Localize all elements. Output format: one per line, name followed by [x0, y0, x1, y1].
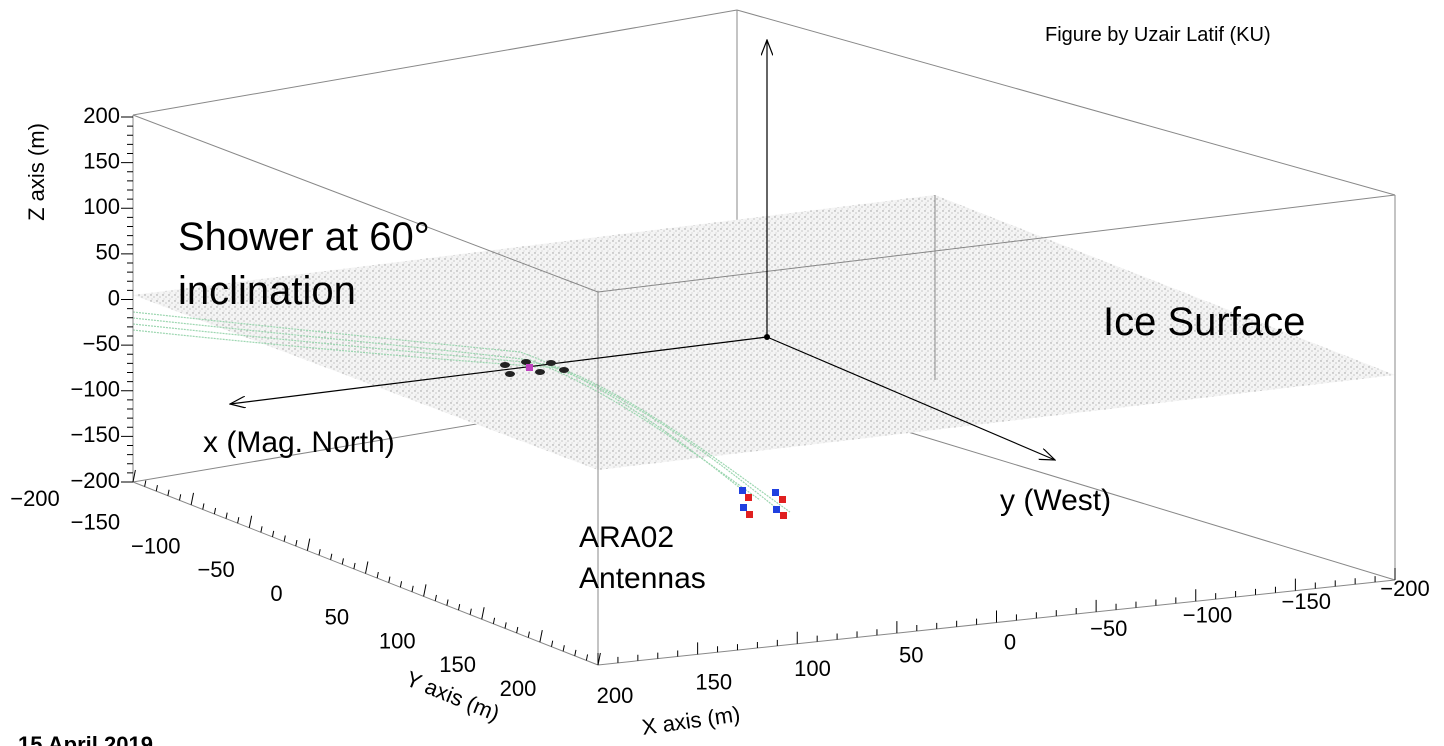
z-tick-label: 100: [83, 194, 120, 219]
y-tick: [585, 654, 589, 661]
y-tick: [330, 553, 333, 560]
x-tick-label: −150: [1281, 589, 1331, 614]
y-tick: [539, 630, 543, 643]
y-tick-label: 200: [500, 676, 537, 701]
y-tick-label: −100: [131, 533, 181, 558]
y-tick: [399, 581, 403, 588]
antenna-label: ARA02: [579, 521, 674, 554]
origin: [764, 334, 770, 340]
z-tick-label: −200: [70, 468, 120, 493]
y-tick: [446, 599, 449, 606]
y-tick: [481, 607, 485, 620]
z-tick-label: 200: [83, 103, 120, 128]
date: 15 April 2019: [18, 732, 153, 746]
y-tick: [469, 608, 472, 615]
y-direction: y (West): [1000, 484, 1111, 517]
y-tick: [190, 492, 195, 505]
y-tick: [341, 558, 344, 565]
y-tick-label: 100: [379, 628, 416, 653]
y-tick: [423, 584, 427, 597]
y-tick: [574, 649, 577, 656]
shower-label: Shower at 60°: [178, 215, 430, 259]
y-tick-label: −200: [10, 486, 60, 511]
y-tick-label: 0: [270, 581, 282, 606]
antenna-label: Antennas: [579, 562, 706, 595]
y-tick: [353, 562, 356, 570]
ice-surface: [133, 195, 1395, 470]
y-tick-label: −50: [197, 557, 234, 582]
z-tick-label: −100: [70, 377, 120, 402]
x-direction: x (Mag. North): [203, 426, 395, 459]
z-tick-label: 50: [96, 240, 120, 265]
y-tick: [527, 631, 530, 638]
y-tick: [144, 480, 147, 487]
y-tick: [272, 530, 275, 537]
surface-stations: [500, 359, 569, 377]
y-tick: [365, 561, 369, 574]
x-tick-label: −100: [1183, 603, 1233, 628]
x-tick-label: 50: [899, 643, 923, 668]
x-tick-label: −200: [1380, 576, 1430, 601]
credit: Figure by Uzair Latif (KU): [1045, 24, 1271, 46]
front-box: [132, 9, 1396, 666]
x-tick-label: 150: [695, 669, 732, 694]
shower-tracks: [132, 311, 791, 513]
z-tick-label: −150: [70, 422, 120, 447]
y-tick: [295, 539, 298, 547]
y-tick: [411, 585, 414, 592]
z-tick-label: −50: [83, 331, 120, 356]
y-tick: [562, 645, 565, 652]
x-axis-title: X axis (m): [640, 701, 742, 740]
y-tick-label: −150: [71, 510, 121, 535]
y-tick: [283, 535, 286, 542]
y-tick: [458, 604, 461, 611]
y-tick: [202, 503, 205, 510]
z-tick-label: 150: [83, 148, 120, 173]
y-tick: [179, 494, 182, 501]
y-tick: [213, 507, 217, 515]
direction-axes: [230, 40, 1055, 460]
x-tick-label: 100: [794, 656, 831, 681]
y-tick: [318, 549, 321, 556]
x-tick-label: −50: [1090, 616, 1127, 641]
y-tick-label: 50: [325, 605, 349, 630]
y-tick: [225, 512, 228, 519]
antennas: [739, 487, 787, 519]
y-tick: [248, 515, 253, 528]
y-tick: [516, 626, 519, 634]
x-tick-label: 0: [1004, 629, 1016, 654]
y-tick: [551, 640, 554, 647]
y-tick: [260, 526, 263, 533]
ice-label: Ice Surface: [1103, 300, 1305, 344]
z-tick-label: 0: [108, 285, 120, 310]
y-tick: [155, 485, 158, 492]
y-tick: [306, 538, 311, 551]
y-tick: [237, 517, 240, 524]
x-tick-label: 200: [597, 683, 634, 708]
y-tick: [492, 617, 496, 624]
y-tick: [388, 576, 391, 583]
y-tick: [434, 594, 437, 602]
y-tick: [504, 622, 507, 629]
y-tick: [376, 571, 379, 579]
y-tick: [132, 469, 136, 483]
shower-label: inclination: [178, 269, 356, 313]
y-tick-label: 150: [439, 652, 476, 677]
y-tick: [167, 489, 170, 496]
z-axis-title: Z axis (m): [24, 123, 49, 221]
